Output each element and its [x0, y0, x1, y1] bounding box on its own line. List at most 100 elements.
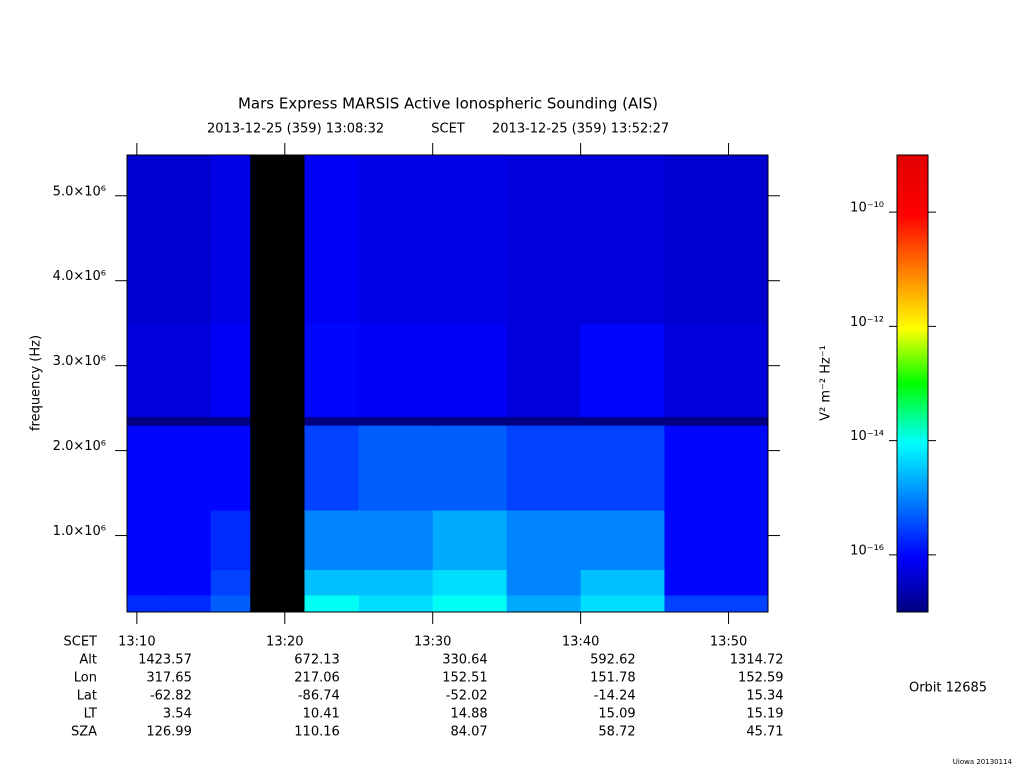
y-tick-label: 5.0×10⁶ [53, 184, 106, 199]
spectrogram-cell [580, 595, 665, 613]
spectrogram-cell [127, 510, 167, 571]
ephemeris-value: 84.07 [450, 725, 487, 740]
spectrogram-cell [304, 416, 360, 426]
spectrogram-cell [664, 416, 769, 426]
ephemeris-value: 152.51 [442, 671, 488, 686]
ephemeris-label: Lat [77, 689, 97, 704]
spectrogram-cell [250, 425, 306, 511]
y-tick-label: 1.0×10⁶ [53, 524, 106, 539]
orbit-label: Orbit 12685 [909, 681, 987, 696]
y-tick-label: 4.0×10⁶ [53, 269, 106, 284]
spectrogram-cell [580, 425, 665, 511]
spectrogram-cell [127, 416, 167, 426]
colorbar-tick-label: 10⁻¹⁰ [850, 201, 884, 216]
spectrogram-cell [210, 416, 251, 426]
x-tick-label: 13:50 [710, 635, 747, 650]
subtitle-end: 2013-12-25 (359) 13:52:27 [492, 122, 669, 137]
spectrogram-cell [580, 155, 665, 324]
spectrogram-cell [358, 155, 434, 324]
x-tick-label: 13:30 [414, 635, 451, 650]
spectrogram-cell [210, 323, 251, 418]
ephemeris-value: 672.13 [294, 653, 340, 668]
spectrogram-cell [304, 155, 360, 324]
ephemeris-label: Lon [74, 671, 97, 686]
ephemeris-value: 317.65 [146, 671, 192, 686]
spectrogram-cell [358, 416, 434, 426]
plot-frame [126, 154, 769, 613]
colorbar-tick-label: 10⁻¹⁶ [850, 543, 884, 558]
ephemeris-value: -62.82 [150, 689, 192, 704]
ephemeris-value: -14.24 [594, 689, 636, 704]
spectrogram-cell [166, 569, 212, 596]
spectrogram-cell [432, 155, 508, 324]
ephemeris-value: 151.78 [590, 671, 636, 686]
ephemeris-value: 592.62 [590, 653, 636, 668]
spectrogram-cell [166, 425, 212, 511]
ephemeris-time-label: SCET [64, 635, 98, 650]
spectrogram-cell [210, 425, 251, 511]
spectrogram-cell [580, 510, 665, 571]
spectrogram-cell [210, 155, 251, 324]
spectrogram-cell [506, 323, 582, 418]
spectrogram-cell [358, 569, 434, 596]
spectrogram-cell [304, 510, 360, 571]
spectrogram-cell [250, 416, 306, 426]
ephemeris-value: 10.41 [303, 707, 340, 722]
spectrogram-cell [580, 416, 665, 426]
footer-note: Uiowa 20130114 [953, 758, 1013, 766]
ephemeris-value: 58.72 [598, 725, 635, 740]
ephemeris-value: 152.59 [738, 671, 784, 686]
chart-title: Mars Express MARSIS Active Ionospheric S… [238, 95, 658, 113]
spectrogram-cell [166, 510, 212, 571]
spectrogram-cell [506, 595, 582, 613]
spectrogram-cell [304, 569, 360, 596]
ephemeris-value: 45.71 [746, 725, 783, 740]
spectrogram-cell [358, 510, 434, 571]
spectrogram-cell [506, 510, 582, 571]
spectrogram-cell [166, 155, 212, 324]
spectrogram-cell [506, 416, 582, 426]
spectrogram-cell [432, 416, 508, 426]
spectrogram-cell [250, 595, 306, 613]
spectrogram-cell [664, 425, 769, 511]
ephemeris-label: Alt [79, 653, 97, 668]
colorbar [896, 154, 929, 613]
ephemeris-value: 14.88 [450, 707, 487, 722]
ephemeris-value: 15.34 [746, 689, 783, 704]
ephemeris-value: 126.99 [146, 725, 192, 740]
spectrogram-cell [250, 510, 306, 571]
ephemeris-value: 1314.72 [730, 653, 784, 668]
spectrogram-cell [250, 569, 306, 596]
spectrogram-cell [506, 425, 582, 511]
spectrogram-cell [127, 569, 167, 596]
x-tick-label: 13:10 [118, 635, 155, 650]
spectrogram-cell [127, 323, 167, 418]
spectrogram-cell [127, 425, 167, 511]
spectrogram-cell [664, 155, 769, 324]
spectrogram-cell [358, 323, 434, 418]
subtitle-start: 2013-12-25 (359) 13:08:32 [207, 122, 384, 137]
ephemeris-value: 217.06 [294, 671, 340, 686]
ephemeris-value: 15.19 [746, 707, 783, 722]
spectrogram-cell [432, 569, 508, 596]
y-axis-label: frequency (Hz) [29, 335, 44, 431]
subtitle-mid: SCET [431, 122, 465, 137]
spectrogram-cell [250, 323, 306, 418]
ephemeris-value: 330.64 [442, 653, 488, 668]
spectrogram-cell [358, 595, 434, 613]
x-tick-label: 13:20 [266, 635, 303, 650]
ephemeris-value: 15.09 [598, 707, 635, 722]
spectrogram-cell [210, 569, 251, 596]
spectrogram-cell [580, 569, 665, 596]
spectrogram-cell [506, 569, 582, 596]
spectrogram-cell [506, 155, 582, 324]
spectrogram-cell [358, 425, 434, 511]
spectrogram-cell [127, 595, 167, 613]
spectrogram-cell [304, 323, 360, 418]
ephemeris-value: -86.74 [298, 689, 340, 704]
spectrogram-cell [664, 595, 769, 613]
ephemeris-value: -52.02 [446, 689, 488, 704]
spectrogram-cell [210, 510, 251, 571]
spectrogram-cell [664, 569, 769, 596]
spectrogram-cell [304, 595, 360, 613]
